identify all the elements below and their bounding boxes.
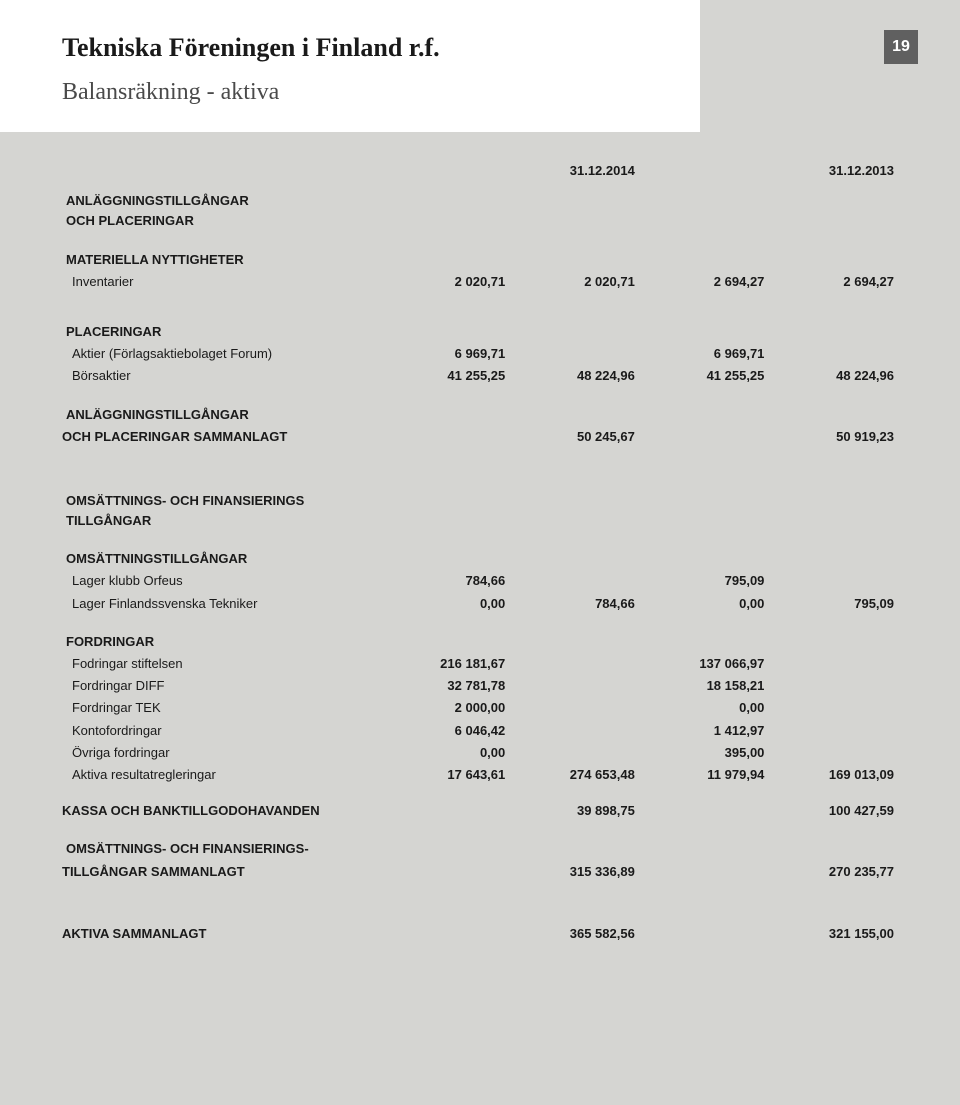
subsection-header: OMSÄTTNINGSTILLGÅNGAR bbox=[62, 546, 898, 570]
sum-row: TILLGÅNGAR SAMMANLAGT 315 336,89 270 235… bbox=[62, 861, 898, 883]
kassa-row: KASSA OCH BANKTILLGODOHAVANDEN 39 898,75… bbox=[62, 800, 898, 822]
table-row: Aktiva resultatregleringar 17 643,61 274… bbox=[62, 764, 898, 786]
balance-table: 31.12.2014 31.12.2013 ANLÄGGNINGSTILLGÅN… bbox=[62, 160, 898, 945]
table-row: Fodringar stiftelsen216 181,67137 066,97 bbox=[62, 653, 898, 675]
page-title: Tekniska Föreningen i Finland r.f. bbox=[62, 30, 700, 66]
page-number-badge: 19 bbox=[884, 30, 918, 64]
date-header-row: 31.12.2014 31.12.2013 bbox=[62, 160, 898, 184]
section-header-cont: TILLGÅNGAR bbox=[62, 512, 898, 532]
table-row: Lager klubb Orfeus 784,66 795,09 bbox=[62, 570, 898, 592]
table-row: Övriga fordringar0,00395,00 bbox=[62, 742, 898, 764]
section-header-cont: OCH PLACERINGAR bbox=[62, 212, 898, 232]
subsection-header: FORDRINGAR bbox=[62, 629, 898, 653]
table-row: Lager Finlandssvenska Tekniker 0,00 784,… bbox=[62, 593, 898, 615]
table-row: Inventarier 2 020,71 2 020,71 2 694,27 2… bbox=[62, 271, 898, 293]
balance-sheet: 31.12.2014 31.12.2013 ANLÄGGNINGSTILLGÅN… bbox=[62, 160, 898, 945]
subsection-header: MATERIELLA NYTTIGHETER bbox=[62, 247, 898, 271]
page: 19 Tekniska Föreningen i Finland r.f. Ba… bbox=[0, 0, 960, 1105]
date-col-1: 31.12.2014 bbox=[509, 160, 639, 184]
total-row: AKTIVA SAMMANLAGT 365 582,56 321 155,00 bbox=[62, 923, 898, 945]
date-col-2: 31.12.2013 bbox=[768, 160, 898, 184]
section-header: OMSÄTTNINGS- OCH FINANSIERINGS bbox=[62, 474, 898, 512]
sum-header: ANLÄGGNINGSTILLGÅNGAR bbox=[62, 402, 898, 426]
table-row: Fordringar TEK2 000,000,00 bbox=[62, 697, 898, 719]
page-subtitle: Balansräkning - aktiva bbox=[62, 76, 700, 110]
sum-header: OMSÄTTNINGS- OCH FINANSIERINGS- bbox=[62, 836, 898, 860]
table-row: Aktier (Förlagsaktiebolaget Forum) 6 969… bbox=[62, 343, 898, 365]
sum-row: OCH PLACERINGAR SAMMANLAGT 50 245,67 50 … bbox=[62, 426, 898, 448]
subsection-header: PLACERINGAR bbox=[62, 319, 898, 343]
header-block: Tekniska Föreningen i Finland r.f. Balan… bbox=[0, 0, 700, 132]
table-row: Börsaktier 41 255,25 48 224,96 41 255,25… bbox=[62, 365, 898, 387]
section-header: ANLÄGGNINGSTILLGÅNGAR bbox=[62, 184, 898, 212]
table-row: Fordringar DIFF32 781,7818 158,21 bbox=[62, 675, 898, 697]
table-row: Kontofordringar6 046,421 412,97 bbox=[62, 720, 898, 742]
